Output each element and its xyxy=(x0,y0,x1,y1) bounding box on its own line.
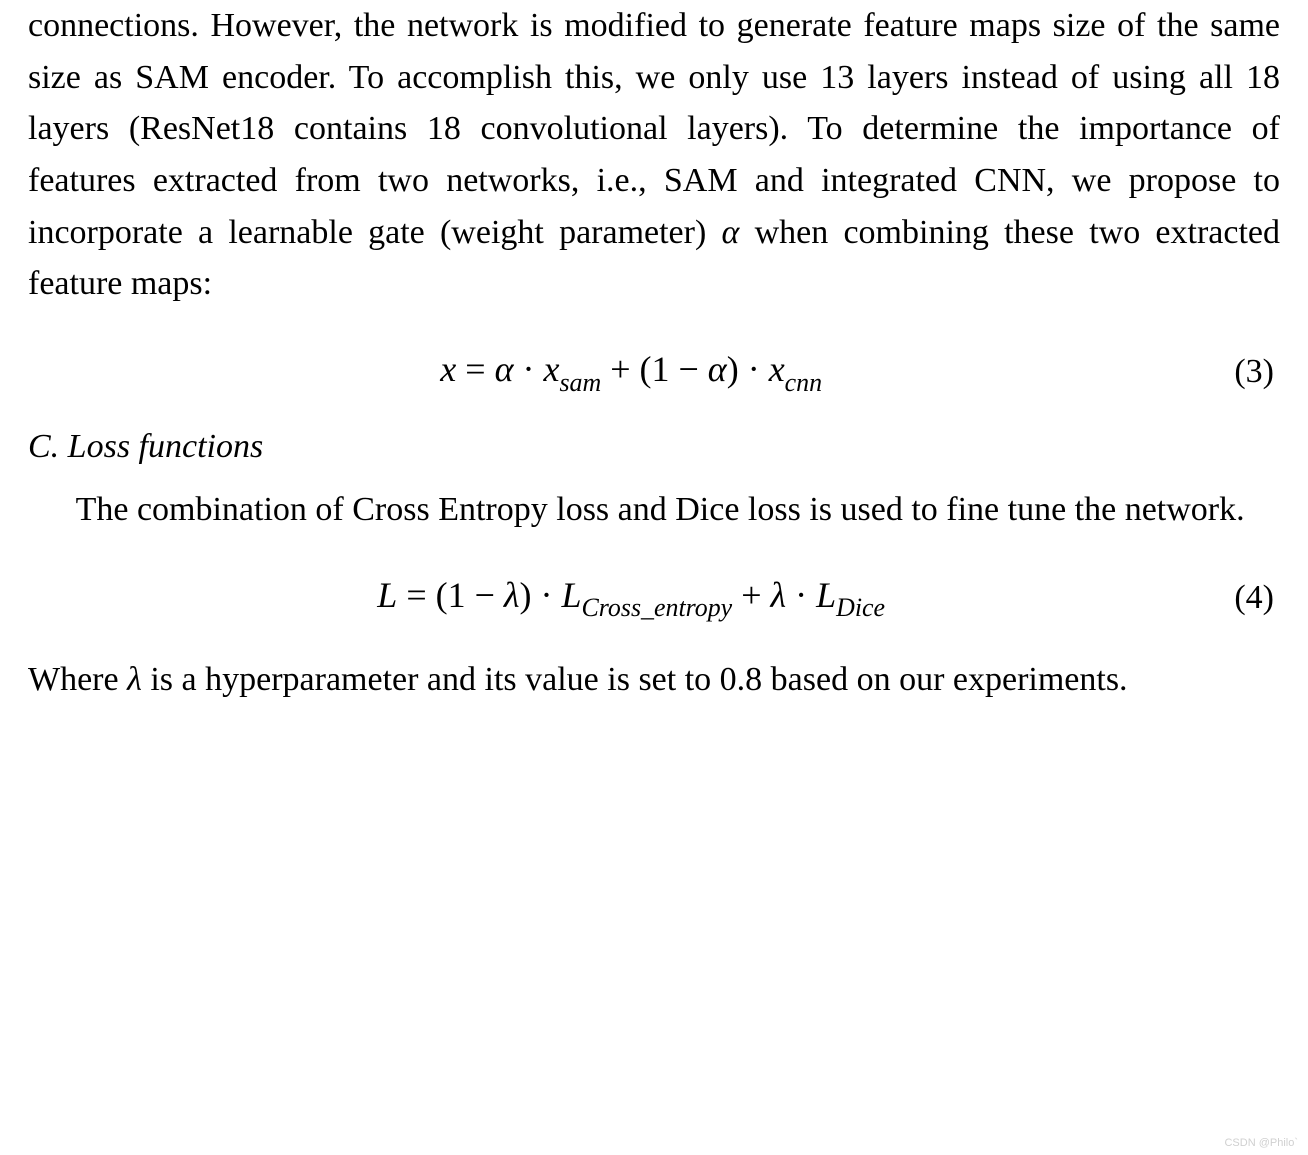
eq4-Lce-sub: Cross_entropy xyxy=(582,593,733,622)
eq4-mid1: ) · xyxy=(520,575,562,615)
paragraph-2: The combination of Cross Entropy loss an… xyxy=(28,484,1280,536)
equation-3-number: (3) xyxy=(1234,353,1280,391)
alpha-symbol: α xyxy=(722,214,740,251)
paragraph-3-post: is a hyperparameter and its value is set… xyxy=(142,661,1128,698)
eq3-xsam-sub: sam xyxy=(559,368,601,397)
equation-3-block: x = α · xsam + (1 − α) · xcnn (3) xyxy=(28,348,1280,396)
eq4-Lce-var: L xyxy=(562,575,582,615)
paragraph-1: connections. However, the network is mod… xyxy=(28,0,1280,310)
section-c-heading: C. Loss functions xyxy=(28,428,1280,466)
paragraph-3-pre: Where xyxy=(28,661,127,698)
eq4-dot: · xyxy=(786,575,816,615)
eq3-plus: + (1 − xyxy=(601,349,708,389)
eq4-lambda2: λ xyxy=(771,575,787,615)
eq4-Ldice-sub: Dice xyxy=(836,593,885,622)
paragraph-3: Where λ is a hyperparameter and its valu… xyxy=(28,654,1280,706)
paragraph-3-lambda: λ xyxy=(127,661,142,698)
eq3-eq-sign: = xyxy=(456,349,494,389)
eq3-close: ) · xyxy=(727,349,769,389)
equation-3: x = α · xsam + (1 − α) · xcnn xyxy=(28,348,1234,396)
eq3-dot1: · xyxy=(513,349,543,389)
eq3-xsam-var: x xyxy=(543,349,559,389)
eq4-Ldice-var: L xyxy=(816,575,836,615)
eq4-eq-sign: = (1 − xyxy=(397,575,504,615)
watermark: CSDN @Philo` xyxy=(1224,1137,1298,1149)
equation-4: L = (1 − λ) · LCross_entropy + λ · LDice xyxy=(28,574,1234,622)
equation-4-block: L = (1 − λ) · LCross_entropy + λ · LDice… xyxy=(28,574,1280,622)
equation-4-number: (4) xyxy=(1234,579,1280,617)
eq3-lhs: x xyxy=(440,349,456,389)
eq4-lambda1: λ xyxy=(504,575,520,615)
eq3-xcnn-var: x xyxy=(769,349,785,389)
eq3-alpha2: α xyxy=(708,349,727,389)
eq4-plus: + xyxy=(732,575,770,615)
eq3-alpha: α xyxy=(495,349,514,389)
eq4-L: L xyxy=(377,575,397,615)
eq3-xcnn-sub: cnn xyxy=(785,368,822,397)
